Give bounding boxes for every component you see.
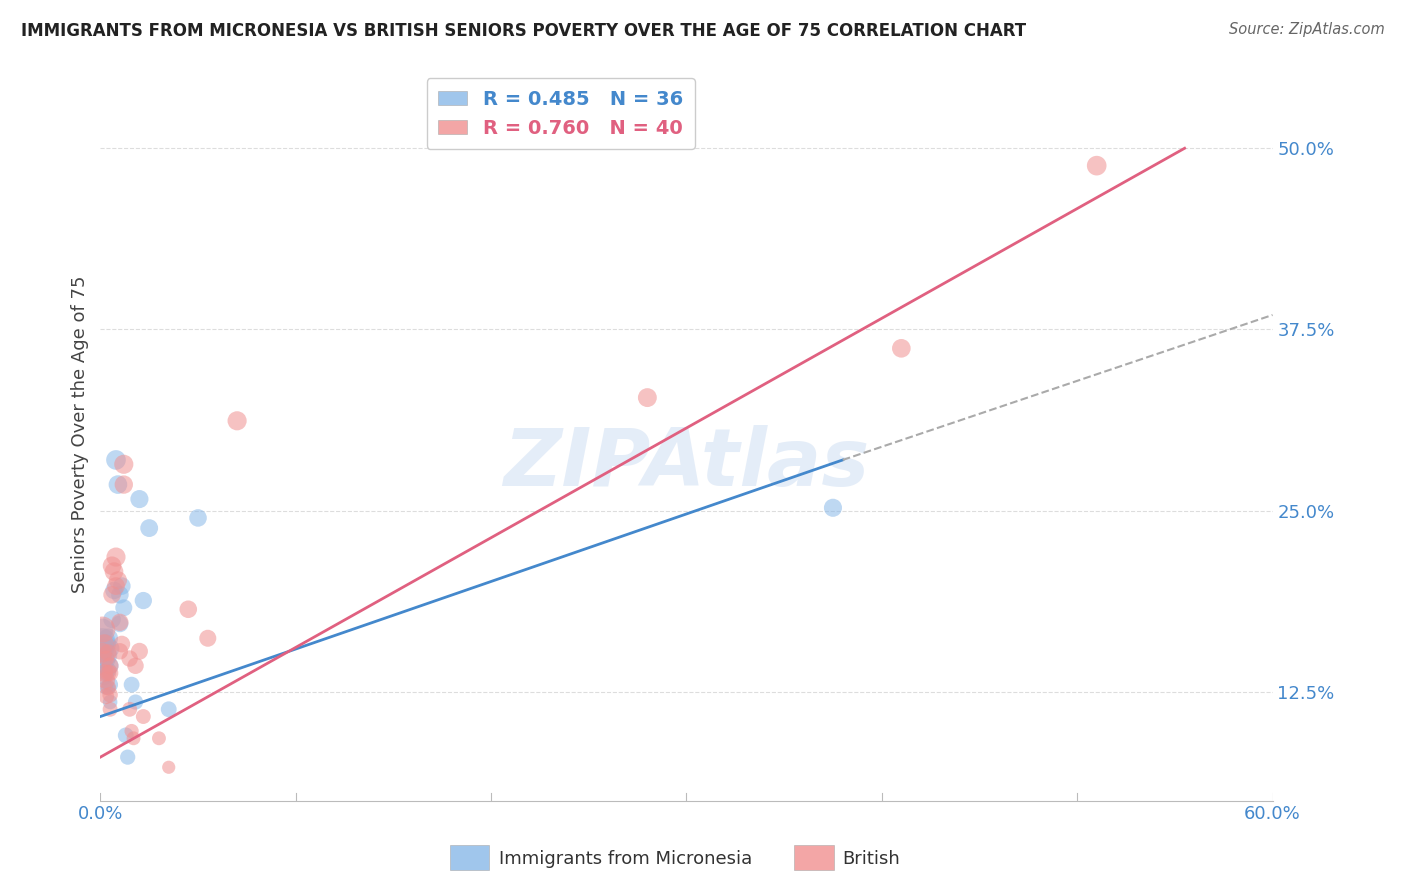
Point [177,602,200,616]
Point [93,641,115,656]
Point [93,666,115,681]
Point [117,750,139,764]
Point [226,414,249,428]
Point [98,678,121,692]
Point [97,663,120,677]
Point [93,658,115,673]
Point [138,521,160,535]
Point [91,623,114,637]
Legend: R = 0.485   N = 36, R = 0.760   N = 40: R = 0.485 N = 36, R = 0.760 N = 40 [426,78,695,149]
Y-axis label: Seniors Poverty Over the Age of 75: Seniors Poverty Over the Age of 75 [72,276,89,593]
Point [112,458,135,472]
Point [636,391,658,405]
Point [157,760,180,774]
Point [91,646,114,660]
Point [96,673,118,688]
Point [132,709,155,723]
Point [101,558,124,573]
Point [107,477,129,491]
Point [97,666,120,681]
Point [114,728,136,742]
Point [187,511,209,525]
Point [96,651,118,665]
Point [98,688,121,702]
Point [121,724,143,739]
Point [112,600,135,615]
Text: British: British [842,850,900,868]
Point [132,593,155,607]
Point [98,695,121,709]
Point [98,658,121,673]
Point [104,453,127,467]
Point [97,681,120,695]
Point [97,648,120,663]
Point [98,641,121,656]
Point [96,637,118,651]
Point [103,583,125,598]
Point [104,579,127,593]
Point [821,500,844,515]
Point [96,653,118,667]
Point [104,550,127,565]
Point [93,670,115,684]
Point [108,616,131,631]
Point [91,634,114,648]
Point [121,678,143,692]
Point [111,637,134,651]
Point [197,632,219,646]
Point [1085,159,1108,173]
Point [96,666,118,681]
Point [107,574,129,588]
Point [97,681,120,695]
Point [124,695,146,709]
Point [96,681,118,695]
Point [112,477,135,491]
Point [98,658,121,673]
Point [108,615,131,630]
Point [93,637,115,651]
Point [118,702,141,716]
Point [101,588,124,602]
Point [108,644,131,658]
Point [118,651,141,665]
Point [101,612,124,626]
Point [91,651,114,665]
Point [108,588,131,602]
Point [128,644,150,658]
Point [98,666,121,681]
Point [148,731,170,746]
Point [91,623,114,637]
Point [122,731,145,746]
Point [128,492,150,507]
Text: Source: ZipAtlas.com: Source: ZipAtlas.com [1229,22,1385,37]
Text: IMMIGRANTS FROM MICRONESIA VS BRITISH SENIORS POVERTY OVER THE AGE OF 75 CORRELA: IMMIGRANTS FROM MICRONESIA VS BRITISH SE… [21,22,1026,40]
Point [103,565,125,579]
Text: Immigrants from Micronesia: Immigrants from Micronesia [499,850,752,868]
Point [157,702,180,716]
Point [111,579,134,593]
Text: ZIPAtlas: ZIPAtlas [503,425,869,503]
Point [890,341,912,355]
Point [98,702,121,716]
Point [96,690,118,704]
Point [97,646,120,660]
Point [124,658,146,673]
Point [97,632,120,646]
